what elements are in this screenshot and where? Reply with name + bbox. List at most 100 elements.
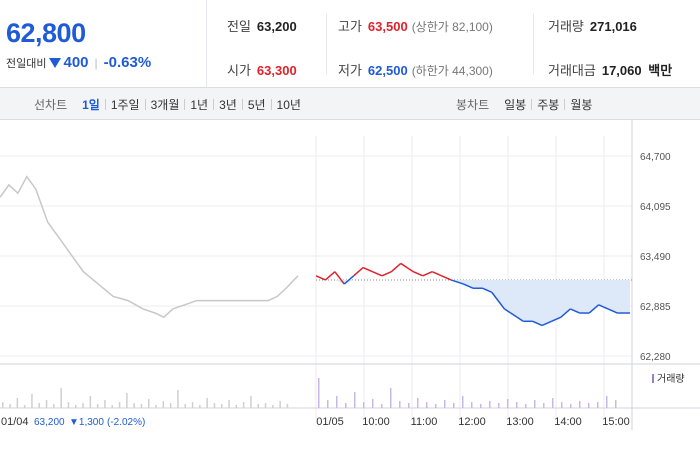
prev-day-volume-bar (2, 402, 4, 408)
prev-day-volume-bar (45, 400, 48, 408)
line-chart-label: 선차트 (34, 97, 68, 112)
current-day-volume-bar (606, 396, 608, 408)
lower-limit: (하한가 44,300) (411, 64, 493, 78)
current-day-volume-bar (489, 401, 491, 408)
low-label: 저가 (338, 63, 362, 78)
volume: 거래량 271,016 (548, 16, 637, 35)
divider (533, 14, 534, 74)
current-day-price-segment (372, 271, 383, 277)
current-price: 62,800 (6, 18, 86, 48)
current-day-price-segment (598, 304, 609, 310)
upper-limit: (상한가 82,100) (411, 20, 493, 34)
y-tick-label: 63,490 (640, 252, 671, 263)
line-period-0[interactable]: 1일 (82, 97, 100, 112)
candle-period-0[interactable]: 일봉 (504, 97, 527, 112)
toolbar-divider (144, 98, 146, 110)
toolbar-divider (104, 98, 106, 110)
prev-day-volume-bar (155, 405, 157, 408)
x-axis-label: 13:00 (506, 416, 534, 428)
price-chart-svg[interactable]: 64,700 64,095 63,490 62,885 62,280 거래량 01/04 01… (0, 120, 700, 450)
prev-day-volume-bar (272, 405, 274, 408)
current-day-volume-bar (318, 378, 320, 408)
open-label: 시가 (227, 63, 251, 78)
high-value: 63,500 (367, 19, 408, 34)
prev-day-volume-bar (104, 400, 106, 408)
line-period-1[interactable]: 1주일 (110, 97, 140, 112)
amount-value: 17,060 (601, 63, 642, 78)
prev-day-volume-bar (82, 403, 84, 408)
current-day-volume-bar (390, 388, 392, 408)
line-period-2[interactable]: 3개월 (150, 97, 180, 112)
current-day-volume-bar (453, 403, 455, 408)
price-chart: 64,700 64,095 63,490 62,885 62,280 거래량 01/04 01… (0, 120, 700, 450)
amount-label: 거래대금 (548, 63, 596, 78)
high-label: 고가 (338, 19, 362, 34)
prev-day-volume-bar (279, 401, 281, 408)
current-day-volume-bar (372, 399, 374, 408)
line-period-6[interactable]: 10년 (276, 97, 301, 112)
prev-day-volume-bar (96, 404, 99, 408)
prev-day-volume-bar (250, 396, 252, 408)
current-day-volume-bar (561, 402, 563, 408)
x-axis-label: 01/05 (316, 416, 344, 428)
candle-chart-periods: 봉차트 일봉 주봉 월봉 (456, 88, 597, 120)
open-value: 63,300 (256, 63, 297, 78)
current-day-price-segment (510, 312, 518, 318)
line-period-3[interactable]: 1년 (190, 97, 209, 112)
toolbar-divider (270, 98, 272, 110)
current-day-price-segment (381, 271, 392, 277)
prev-day-volume-bar (213, 403, 216, 408)
current-day-price-segment (463, 283, 474, 289)
line-chart-periods: 선차트 1일 1주일 3개월 1년 3년 5년 10년 (34, 88, 306, 120)
current-day-price-segment (516, 316, 524, 322)
prev-day-close: 63,200 (34, 417, 65, 428)
prev-day-volume-bar (221, 404, 223, 408)
x-axis-label: 11:00 (411, 416, 438, 428)
low-price: 저가 62,500 (하한가 44,300) (338, 60, 493, 79)
current-day-volume-bar (498, 403, 500, 408)
prev-day-volume-bar (206, 398, 208, 408)
prev-day-volume-bar (257, 404, 259, 408)
current-day-price-segment (334, 271, 345, 285)
prev-day-volume-bar (148, 399, 150, 408)
y-tick-label: 64,700 (640, 152, 671, 163)
toolbar-divider (564, 98, 566, 110)
candle-period-1[interactable]: 주봉 (537, 97, 560, 112)
prev-close-label: 전일 (227, 19, 251, 34)
current-day-volume-bar (525, 404, 527, 408)
y-tick-label: 64,095 (640, 202, 671, 213)
current-day-price-segment (541, 320, 552, 327)
change-separator: | (94, 55, 98, 70)
prev-day-volume-bar (162, 401, 165, 408)
candle-period-2[interactable]: 월봉 (570, 97, 593, 112)
x-axis-label: 01/04 (1, 416, 29, 428)
toolbar-divider (184, 98, 186, 110)
current-day-price-segment (607, 308, 618, 314)
change-amount: 400 (63, 54, 89, 71)
current-day-price-segment (390, 262, 402, 273)
prev-close-value: 63,200 (256, 19, 297, 34)
current-day-price-segment (315, 275, 326, 281)
current-day-volume-bar (327, 400, 329, 408)
prev-day-volume-bar (286, 404, 289, 408)
volume-value: 271,016 (589, 19, 637, 34)
prev-day-volume-bar (89, 396, 92, 408)
current-day-price-segment (353, 267, 364, 277)
current-day-price-segment (324, 271, 336, 281)
toolbar-divider (531, 98, 533, 110)
prev-day-volume-bar (126, 393, 128, 408)
x-axis-label: 15:00 (602, 416, 630, 428)
current-day-volume-bar (462, 396, 464, 408)
current-day-price-segment (422, 271, 433, 277)
prev-day-volume-bar (191, 402, 194, 408)
line-period-5[interactable]: 5년 (247, 97, 266, 112)
prev-day-volume-bar (38, 403, 40, 408)
current-day-volume-bar (543, 403, 545, 408)
prev-day-volume-bar (140, 404, 143, 408)
line-period-4[interactable]: 3년 (219, 97, 237, 112)
toolbar-divider (213, 98, 215, 110)
current-day-volume-bar (336, 396, 338, 408)
prev-day-volume-bar (23, 405, 26, 408)
open-price: 시가 63,300 (227, 60, 297, 79)
current-day-price-segment (588, 304, 600, 314)
